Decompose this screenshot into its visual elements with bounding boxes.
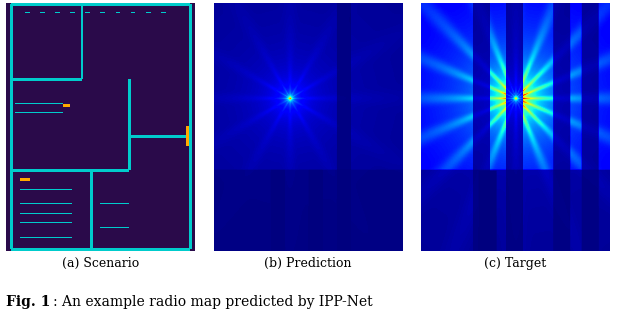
Text: : An example radio map predicted by IPP-Net: : An example radio map predicted by IPP-… (53, 295, 373, 309)
Text: (a) Scenario: (a) Scenario (62, 258, 139, 270)
Text: (c) Target: (c) Target (484, 258, 546, 270)
Text: Fig. 1: Fig. 1 (6, 295, 51, 309)
Text: (b) Prediction: (b) Prediction (264, 258, 352, 270)
